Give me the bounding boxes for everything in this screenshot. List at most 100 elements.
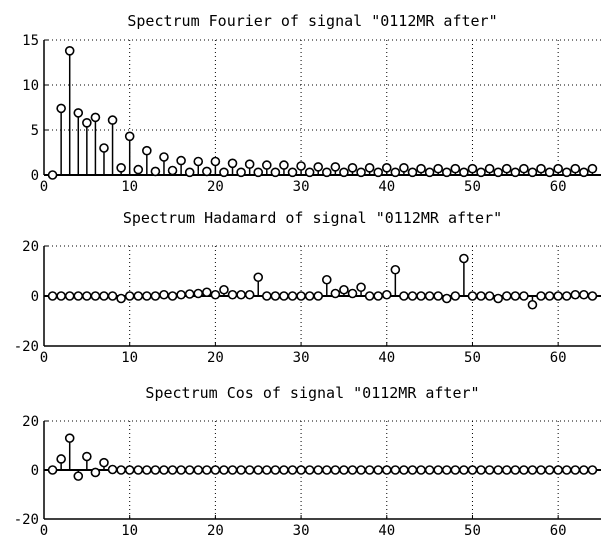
x-tick-label: 40 [378,350,395,366]
stem-marker [47,291,58,301]
stem-marker [467,163,478,174]
stem-marker [56,291,66,301]
x-tick-label: 30 [293,350,310,366]
stem-marker [133,164,144,175]
x-tick-label: 50 [464,350,481,366]
stem-marker [493,167,503,178]
y-tick-label: -20 [14,512,39,528]
stem-marker [587,465,598,475]
stem-marker [210,156,221,167]
chart-panel-2: Spectrum Hadamard of signal "0112MR afte… [14,209,601,366]
x-tick-label: 20 [207,179,224,195]
x-tick-label: 30 [293,179,310,195]
stem-marker [381,465,392,475]
stem-marker [536,465,546,475]
stem-marker [536,163,546,174]
y-tick-label: 0 [31,289,39,305]
stem-marker [424,465,435,475]
stem-marker [484,465,495,475]
stem-marker [142,291,152,301]
stem-marker [133,291,144,301]
x-tick-label: 60 [550,179,567,195]
stem-marker [587,163,598,174]
x-tick-label: 10 [121,523,138,539]
x-tick-label: 50 [464,179,481,195]
stem-marker [176,465,186,475]
stem-marker [313,465,324,475]
stem-marker [184,289,195,299]
stem-marker [424,167,435,178]
stem-marker [467,291,478,301]
stem-marker [296,161,306,171]
stem-marker [347,288,358,299]
stem-marker [304,465,315,475]
stem-marker [202,465,212,475]
stem-marker [459,253,469,264]
stem-marker [321,465,332,475]
stem-marker [124,291,135,301]
stem-marker [64,45,75,56]
stem-marker [459,465,469,475]
stem-marker [356,282,366,293]
y-tick-label: 0 [31,168,39,184]
stem-marker [184,465,195,475]
stem-marker [236,167,246,178]
stem-marker [227,465,238,475]
y-tick-label: 20 [22,414,39,430]
y-tick-label: 0 [31,463,39,479]
stem-marker [467,465,478,475]
stem-marker [90,112,101,123]
stem-marker [587,291,598,301]
stem-marker [107,464,118,475]
stem-marker [416,465,426,475]
stem-marker [176,289,186,300]
y-tick-label: 5 [31,123,39,139]
x-tick-label: 60 [550,523,567,539]
stem-marker [561,291,572,301]
y-tick-label: 10 [22,78,39,94]
stem-marker [244,289,255,300]
stem-marker [390,167,401,178]
stem-marker [99,457,109,468]
stem-marker [381,163,392,173]
stem-marker [527,299,538,310]
stem-marker [390,465,401,475]
stem-marker [253,167,264,178]
stem-marker [527,465,538,475]
stem-marker [561,167,572,178]
stem-marker [261,465,272,475]
stem-marker [296,291,306,301]
stem-marker [330,465,341,475]
stem-marker [219,284,229,295]
stem-marker [519,163,529,174]
stem-marker [159,465,169,475]
stem-marker [364,465,375,475]
stem-marker [304,291,315,301]
stem-marker [227,158,238,169]
x-tick-label: 20 [207,523,224,539]
stem-marker [167,465,178,475]
stem-marker [270,167,281,178]
stem-marker [373,291,384,301]
chart-title: Spectrum Fourier of signal "0112MR after… [127,12,497,30]
stem-marker [407,167,418,178]
stem-marker [270,291,281,301]
stem-marker [56,103,66,114]
stem-marker [544,167,555,178]
stem-marker [553,163,563,174]
stem-marker [261,160,272,170]
stem-marker [364,291,375,301]
stem-marker [390,264,401,275]
stem-marker [244,465,255,475]
stem-marker [107,115,118,125]
stem-marker [441,167,452,178]
stem-marker [553,291,563,301]
stem-marker [150,291,161,301]
stem-marker [73,291,84,301]
stem-marker [399,465,409,475]
stem-marker [519,291,529,301]
chart-title: Spectrum Hadamard of signal "0112MR afte… [123,209,502,227]
stem-marker [236,465,246,475]
stem-marker [493,465,503,475]
